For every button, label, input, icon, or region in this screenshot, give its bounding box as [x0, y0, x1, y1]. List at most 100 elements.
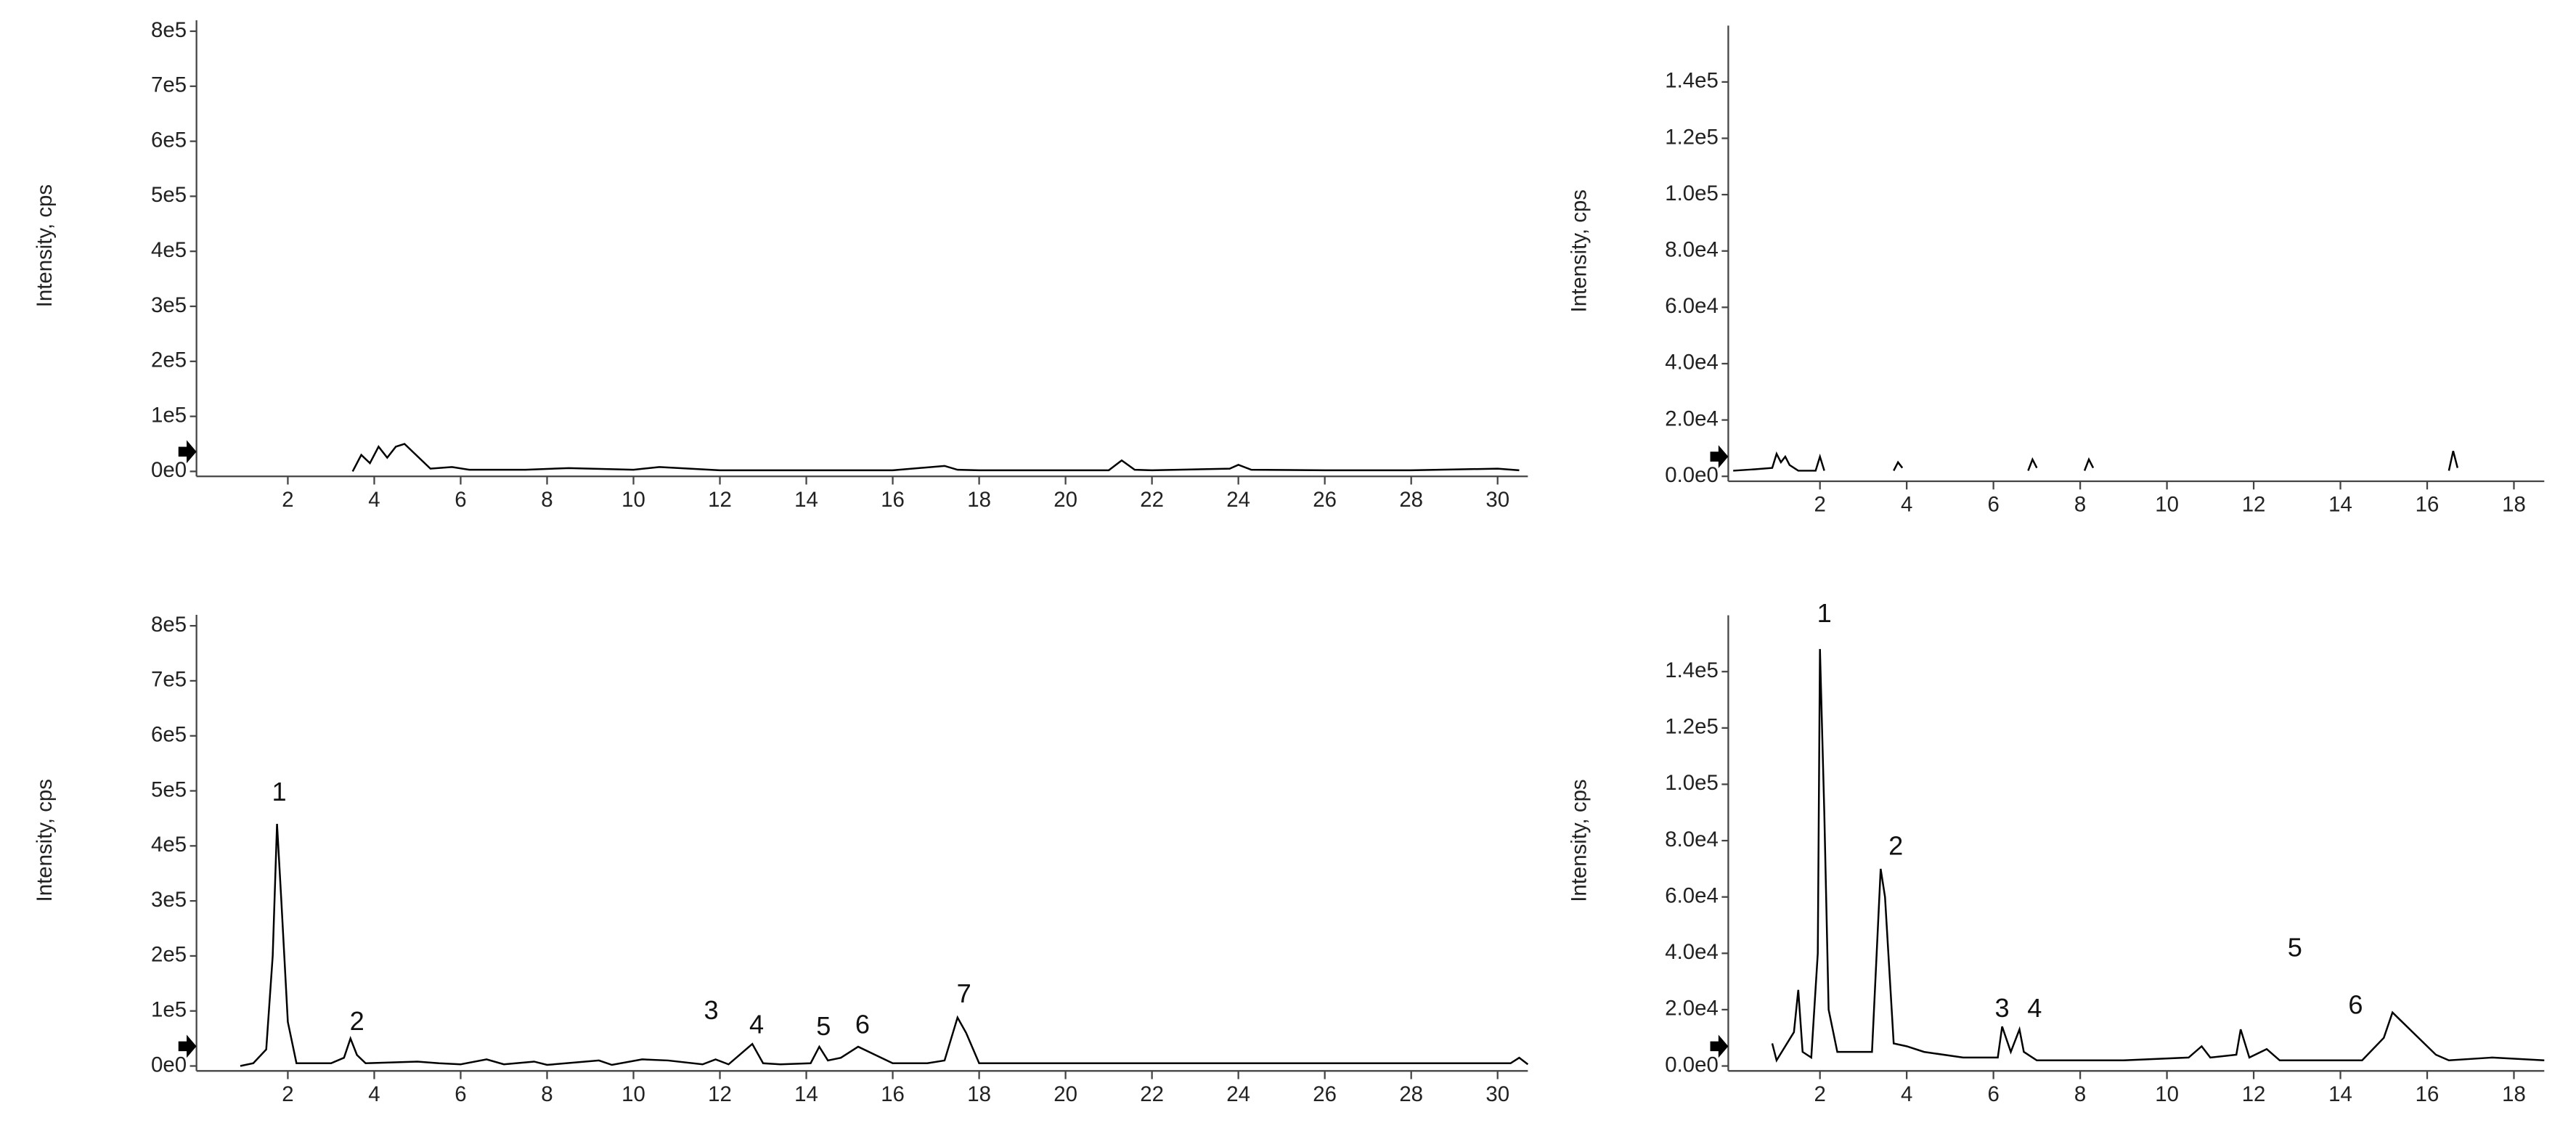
x-tick-label: 2	[282, 488, 293, 512]
y-tick-label: 0e0	[151, 1053, 187, 1076]
y-tick-label: 1.2e5	[1665, 125, 1719, 149]
peak-label: 1	[1817, 598, 1832, 628]
peak-label: 2	[1888, 830, 1903, 860]
x-tick-label: 4	[1901, 493, 1912, 517]
y-axis-label: Intensity, cps	[33, 779, 57, 902]
x-tick-label: 30	[1485, 488, 1509, 512]
y-tick-label: 2.0e4	[1665, 406, 1719, 430]
y-tick-label: 1.0e5	[1665, 771, 1719, 795]
y-tick-label: 1.0e5	[1665, 181, 1719, 205]
y-tick-label: 1.4e5	[1665, 658, 1719, 682]
x-tick-label: 22	[1140, 1082, 1164, 1106]
x-tick-label: 4	[1901, 1082, 1912, 1106]
x-tick-label: 6	[455, 488, 466, 512]
y-tick-label: 0e0	[151, 458, 187, 482]
y-tick-label: 4.0e4	[1665, 351, 1719, 375]
peak-label: 6	[2348, 990, 2363, 1020]
x-tick-label: 10	[2155, 493, 2179, 517]
x-tick-label: 16	[2416, 1082, 2440, 1106]
x-tick-label: 12	[2242, 493, 2266, 517]
baseline-arrow	[1710, 445, 1729, 468]
x-tick-label: 28	[1399, 488, 1423, 512]
y-tick-label: 8e5	[151, 613, 187, 637]
y-tick-label: 8.0e4	[1665, 828, 1719, 851]
x-tick-label: 8	[2074, 1082, 2086, 1106]
x-tick-label: 2	[1814, 1082, 1826, 1106]
y-tick-label: 7e5	[151, 73, 187, 97]
y-tick-label: 7e5	[151, 668, 187, 692]
x-tick-label: 10	[621, 1082, 645, 1106]
x-tick-label: 16	[2416, 493, 2440, 517]
y-tick-label: 1e5	[151, 997, 187, 1021]
x-tick-label: 8	[541, 1082, 553, 1106]
x-tick-label: 14	[2328, 493, 2352, 517]
x-tick-label: 24	[1226, 1082, 1250, 1106]
x-tick-label: 14	[794, 1082, 818, 1106]
y-tick-label: 1.2e5	[1665, 715, 1719, 739]
x-tick-label: 8	[541, 488, 553, 512]
x-tick-label: 14	[2328, 1082, 2352, 1106]
x-tick-label: 10	[621, 488, 645, 512]
y-tick-label: 3e5	[151, 888, 187, 912]
y-tick-label: 3e5	[151, 293, 187, 317]
baseline-arrow	[178, 1034, 197, 1058]
y-tick-label: 2e5	[151, 943, 187, 967]
y-tick-label: 1.4e5	[1665, 69, 1719, 93]
x-tick-label: 28	[1399, 1082, 1423, 1106]
x-tick-label: 6	[455, 1082, 466, 1106]
x-tick-label: 30	[1485, 1082, 1509, 1106]
y-tick-label: 8e5	[151, 18, 187, 42]
trace-line	[240, 823, 1529, 1067]
x-tick-label: 22	[1140, 488, 1164, 512]
trace-line	[351, 443, 1520, 472]
peak-label: 2	[350, 1006, 364, 1036]
peak-label: 4	[749, 1010, 764, 1039]
y-tick-label: 6e5	[151, 722, 187, 746]
y-tick-label: 5e5	[151, 183, 187, 207]
x-tick-label: 14	[794, 488, 818, 512]
x-tick-label: 26	[1313, 488, 1337, 512]
peak-label: 5	[2288, 932, 2302, 962]
y-tick-label: 1e5	[151, 403, 187, 427]
y-axis-label: Intensity, cps	[1568, 189, 1591, 312]
trace-line	[1771, 649, 2545, 1063]
x-tick-label: 20	[1053, 1082, 1077, 1106]
peak-label: 4	[2027, 993, 2042, 1023]
x-tick-label: 16	[881, 488, 905, 512]
y-tick-label: 6e5	[151, 128, 187, 152]
x-tick-label: 18	[2502, 493, 2526, 517]
y-axis-label: Intensity, cps	[1568, 779, 1591, 902]
x-tick-label: 4	[368, 1082, 380, 1106]
y-tick-label: 5e5	[151, 777, 187, 801]
x-tick-label: 18	[967, 488, 991, 512]
x-tick-label: 10	[2155, 1082, 2179, 1106]
y-tick-label: 6.0e4	[1665, 294, 1719, 318]
y-tick-label: 6.0e4	[1665, 883, 1719, 907]
x-tick-label: 8	[2074, 493, 2086, 517]
x-tick-label: 20	[1053, 488, 1077, 512]
y-tick-label: 0.0e0	[1665, 1053, 1719, 1076]
y-tick-label: 2.0e4	[1665, 997, 1719, 1021]
x-tick-label: 18	[967, 1082, 991, 1106]
x-tick-label: 6	[1987, 1082, 1999, 1106]
peak-label: 3	[704, 995, 719, 1025]
x-tick-label: 12	[2242, 1082, 2266, 1106]
baseline-arrow	[1710, 1034, 1729, 1058]
y-tick-label: 8.0e4	[1665, 238, 1719, 262]
y-tick-label: 2e5	[151, 348, 187, 372]
x-tick-label: 16	[881, 1082, 905, 1106]
y-tick-label: 0.0e0	[1665, 463, 1719, 487]
y-tick-label: 4.0e4	[1665, 940, 1719, 964]
peak-label: 3	[1995, 993, 2010, 1023]
x-tick-label: 12	[708, 1082, 732, 1106]
trace-line	[1733, 450, 2459, 472]
x-tick-label: 6	[1987, 493, 1999, 517]
peak-label: 1	[272, 777, 286, 806]
x-tick-label: 4	[368, 488, 380, 512]
y-tick-label: 4e5	[151, 238, 187, 262]
x-tick-label: 2	[1814, 493, 1826, 517]
peak-label: 5	[816, 1011, 831, 1041]
baseline-arrow	[178, 440, 197, 464]
